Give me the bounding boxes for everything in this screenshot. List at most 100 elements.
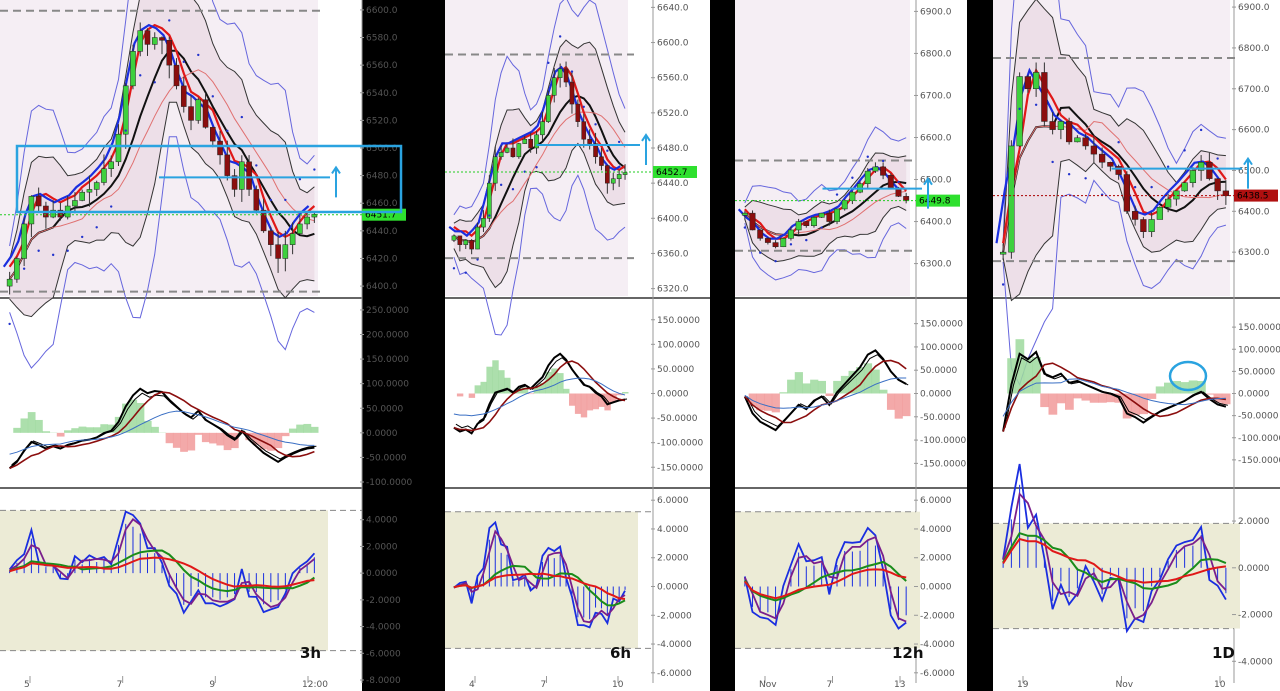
sar-dot xyxy=(298,178,302,181)
macd-tick-label: 100.0000 xyxy=(1238,345,1280,355)
candle xyxy=(217,140,223,156)
sar-dot xyxy=(110,205,113,208)
x-tick-label: 13 xyxy=(894,680,905,690)
macd-histogram xyxy=(787,379,796,394)
candle xyxy=(757,229,764,239)
macd-histogram xyxy=(474,385,481,394)
sar-dot xyxy=(1183,149,1186,152)
sar-dot xyxy=(139,74,142,77)
candle xyxy=(826,212,833,222)
osc-tick-label: -2.0000 xyxy=(657,611,692,621)
macd-tick-label: -100.0000 xyxy=(1238,434,1280,444)
osc-band xyxy=(0,510,328,651)
macd-histogram xyxy=(172,432,181,448)
candle xyxy=(593,143,598,158)
macd-tick-label: 50.0000 xyxy=(1238,367,1275,377)
macd-histogram xyxy=(756,393,765,411)
candle xyxy=(487,182,492,219)
outer-band-lower xyxy=(744,222,907,281)
macd-tick-label: -150.0000 xyxy=(920,459,966,469)
price-tick-label: 6520.0 xyxy=(657,109,689,119)
candle xyxy=(1065,121,1073,143)
timeframe-label: 12h xyxy=(892,644,924,662)
candle xyxy=(21,223,27,259)
macd-histogram xyxy=(1155,386,1165,394)
macd-tick-label: 100.0000 xyxy=(657,340,700,350)
panel-6h: 6320.0 6360.0 6400.0 6440.0 6480.0 6520.0 6560… xyxy=(445,0,710,691)
sar-dot xyxy=(743,226,747,229)
price-tick-label: 6600.0 xyxy=(1238,126,1270,136)
price-tick-label: 6460.0 xyxy=(366,199,398,209)
macd-histogram xyxy=(85,427,94,433)
highlight-box xyxy=(15,144,403,214)
macd-histogram xyxy=(486,366,493,394)
osc-tick-label: 2.0000 xyxy=(920,554,952,564)
candle xyxy=(616,174,622,180)
sar-dot xyxy=(774,259,777,263)
osc-tick-label: 4.0000 xyxy=(366,516,398,526)
sar-dot xyxy=(255,164,258,167)
candle xyxy=(297,223,303,234)
price-tick-label: 6800.0 xyxy=(920,49,952,59)
sar-dot xyxy=(464,271,467,274)
osc-tick-label: -2.0000 xyxy=(366,596,401,606)
candle xyxy=(282,244,289,259)
macd-tick-label: 150.0000 xyxy=(920,320,963,330)
macd-histogram xyxy=(107,424,116,433)
macd-histogram xyxy=(1098,393,1107,403)
macd-histogram xyxy=(856,367,865,394)
osc-tick-label: -4.0000 xyxy=(1238,657,1273,667)
macd-line xyxy=(743,349,907,432)
candle xyxy=(599,156,604,166)
x-tick-label: 4 xyxy=(469,680,475,690)
sar-dot xyxy=(95,226,98,229)
sar-dot xyxy=(452,267,456,270)
macd-histogram xyxy=(56,432,65,437)
sar-dot xyxy=(124,129,127,132)
osc-band xyxy=(735,511,920,649)
signal-slow xyxy=(9,410,315,455)
timeframe-label: 6h xyxy=(610,644,631,662)
sar-dot xyxy=(558,35,562,38)
macd-histogram xyxy=(902,393,911,417)
macd-histogram xyxy=(165,432,174,444)
macd-tick-label: 50.0000 xyxy=(366,404,403,414)
candle xyxy=(166,40,173,66)
osc-line-green xyxy=(743,560,907,602)
osc-tick-label: 4.0000 xyxy=(657,525,689,535)
osc-tick-label: 0.0000 xyxy=(1238,564,1270,574)
price-tick-label: 6640.0 xyxy=(657,3,689,13)
sar-dot xyxy=(835,193,839,196)
candle xyxy=(887,175,894,189)
outer-band-upper xyxy=(744,126,907,204)
osc-line-green xyxy=(9,549,315,593)
candle xyxy=(787,229,794,239)
sar-dot xyxy=(22,267,26,270)
sar-dot xyxy=(897,180,900,184)
macd-tick-label: 100.0000 xyxy=(920,343,963,353)
macd-histogram xyxy=(1073,393,1082,399)
x-tick-label: 12:00 xyxy=(302,680,328,690)
macd-histogram xyxy=(1065,393,1074,410)
macd-tick-label: 50.0000 xyxy=(657,365,694,375)
candle xyxy=(849,191,856,201)
macd-tick-label: 0.0000 xyxy=(920,390,952,400)
price-tick-label: 6600.0 xyxy=(366,6,398,16)
bollinger-fill xyxy=(9,0,315,317)
osc-tick-label: 0.0000 xyxy=(366,569,398,579)
candle xyxy=(1032,72,1040,90)
macd-histogram xyxy=(527,393,535,395)
candle xyxy=(551,77,557,96)
outer-band-upper xyxy=(1002,0,1226,243)
signal-slow xyxy=(744,377,907,409)
candle xyxy=(6,278,13,287)
band-upper xyxy=(744,152,907,216)
sar-dot xyxy=(269,198,273,202)
candle xyxy=(516,143,522,158)
macd-histogram xyxy=(180,432,188,452)
sar-dot xyxy=(866,155,869,158)
macd-histogram xyxy=(78,426,87,433)
candle xyxy=(811,217,817,227)
macd-histogram xyxy=(151,426,159,433)
candle xyxy=(1115,166,1122,175)
